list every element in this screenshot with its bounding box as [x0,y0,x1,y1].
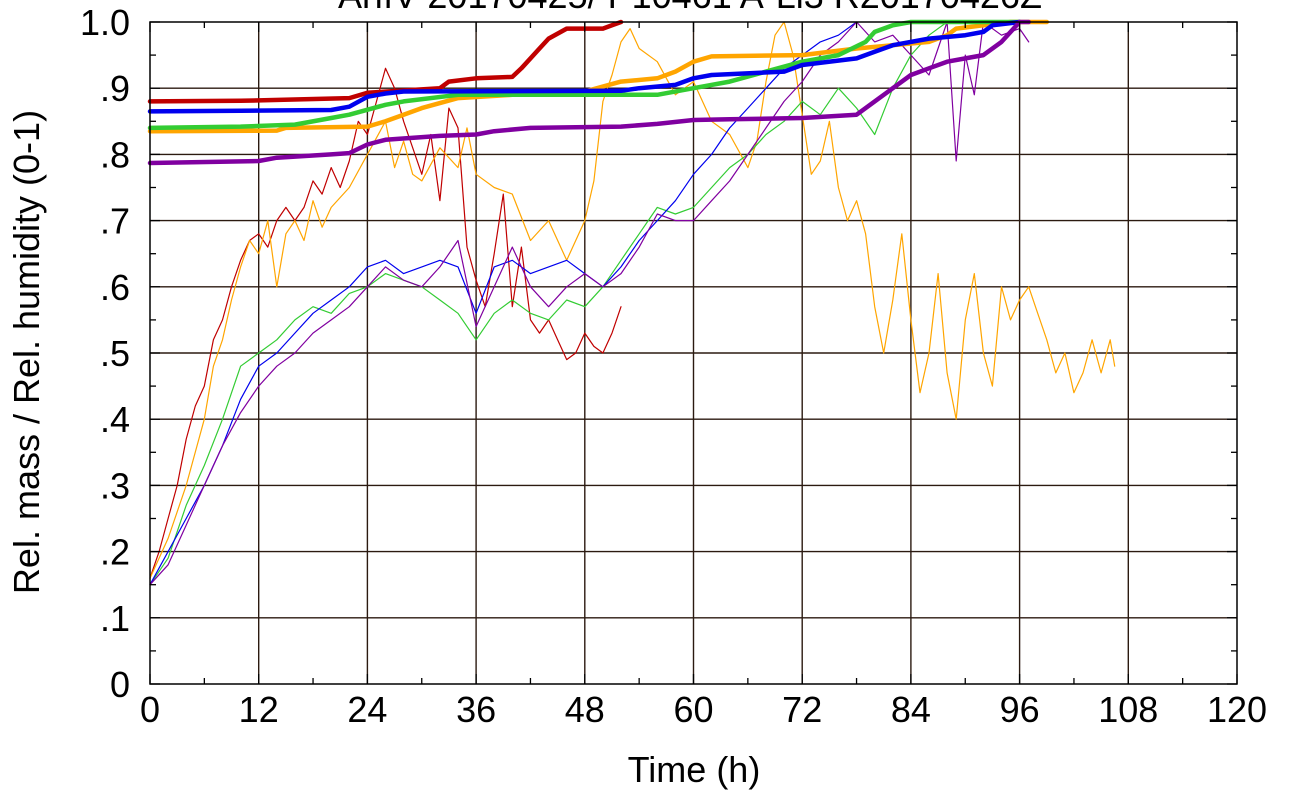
x-tick-label: 60 [673,689,713,730]
y-tick-label: .4 [100,399,130,440]
x-tick-label: 120 [1207,689,1267,730]
x-tick-label: 72 [782,689,822,730]
chart-title: ArffV 20170425/ P10461 A-Li3 R20170426Z [338,0,1042,16]
ticks: 0 12 24 36 48 60 72 84 96 108 120 0 .1 .2 .3 .4 .5 .6 .7 .8… [80,2,1267,730]
y-tick-label: .5 [100,333,130,374]
x-tick-label: 84 [891,689,931,730]
series-line-mass [147,19,1022,114]
series-line-mass [147,19,1022,131]
x-tick-label: 48 [565,689,605,730]
x-tick-label: 24 [347,689,387,730]
y-tick-label: .6 [100,267,130,308]
y-tick-label: .7 [100,201,130,242]
y-tick-label: .8 [100,134,130,175]
series-line-humidity [149,21,1030,586]
x-tick-label: 36 [456,689,496,730]
x-tick-label: 96 [1000,689,1040,730]
series-layer [147,19,1116,586]
y-axis-title: Rel. mass / Rel. humidity (0-1) [6,110,47,594]
y-tick-label: .2 [100,532,130,573]
series-line-humidity [149,21,1116,579]
y-tick-label: 1.0 [80,2,130,43]
series-line-mass [147,19,1031,166]
x-tick-label: 108 [1098,689,1158,730]
y-tick-label: .1 [100,598,130,639]
y-tick-label: .3 [100,465,130,506]
x-axis-title: Time (h) [628,749,761,790]
x-tick-label: 12 [239,689,279,730]
series-line-mass [147,19,624,104]
y-tick-label: 0 [110,664,130,705]
series-line-humidity [149,67,622,579]
series-line-humidity [149,21,948,586]
y-tick-label: .9 [100,68,130,109]
series-line-humidity [149,21,858,586]
series-line-mass [147,19,1050,134]
x-tick-label: 0 [140,689,160,730]
